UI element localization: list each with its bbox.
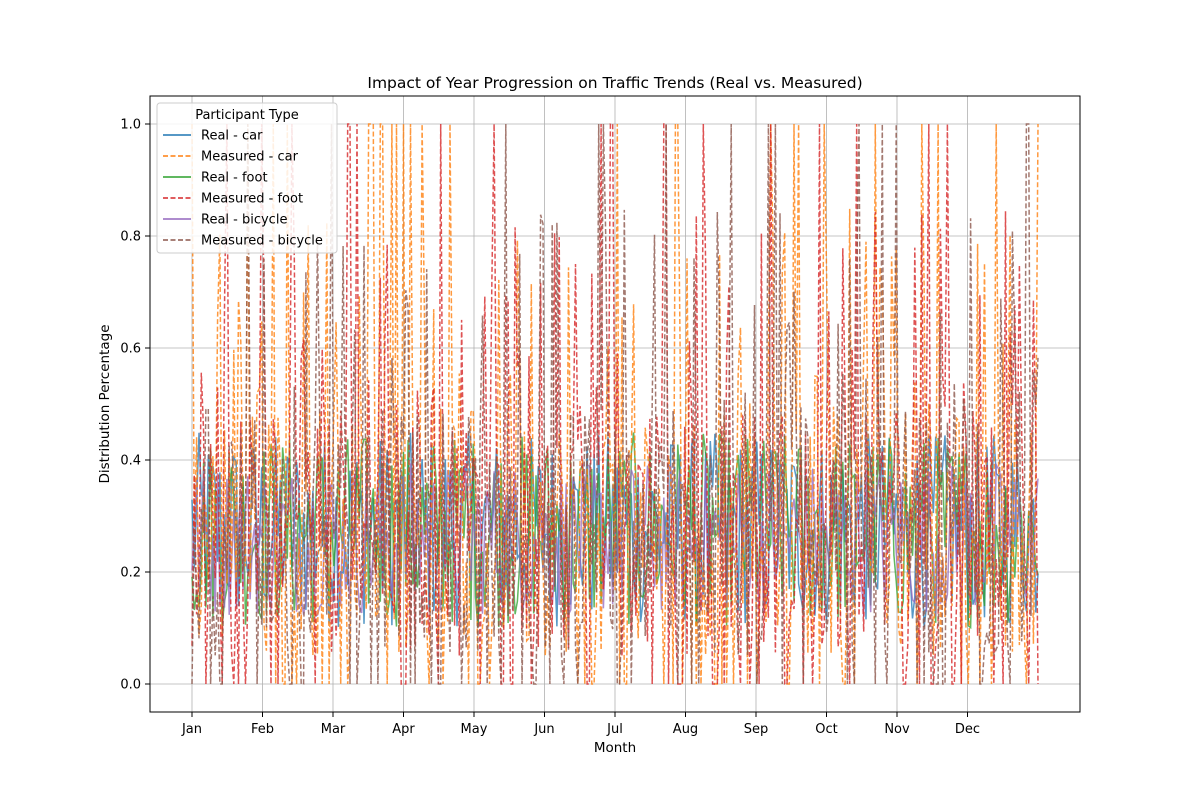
y-tick-label: 1.0	[120, 118, 141, 133]
y-tick-label: 0.0	[120, 678, 141, 693]
x-ticks: Jan Feb Mar Apr May Jun Jul Aug Sep Oct Nov Dec	[181, 712, 980, 737]
y-tick-label: 0.2	[120, 566, 141, 581]
legend-entry: Measured - foot	[201, 192, 303, 207]
x-tick-label: Aug	[673, 722, 698, 737]
x-tick-label: Sep	[744, 722, 769, 737]
legend-entry: Measured - bicycle	[201, 234, 323, 249]
x-tick-label: Feb	[251, 722, 274, 737]
x-tick-label: Jul	[606, 722, 623, 737]
chart-title: Impact of Year Progression on Traffic Tr…	[367, 74, 862, 92]
series-line-measured-bicycle	[191, 123, 1039, 685]
x-tick-label: Jan	[181, 722, 202, 737]
legend-entry: Real - car	[201, 129, 263, 144]
x-tick-label: Mar	[321, 722, 346, 737]
x-tick-label: Dec	[955, 722, 980, 737]
x-tick-label: May	[461, 722, 488, 737]
y-axis-label: Distribution Percentage	[97, 325, 113, 484]
x-tick-label: Oct	[815, 722, 837, 737]
x-axis-label: Month	[594, 740, 636, 756]
y-tick-label: 0.4	[120, 454, 141, 469]
y-tick-label: 0.8	[120, 230, 141, 245]
series-layer	[191, 123, 1039, 685]
legend-entry: Measured - car	[201, 150, 299, 165]
legend-title: Participant Type	[195, 108, 299, 123]
legend-box	[156, 102, 338, 254]
x-tick-label: Nov	[884, 722, 910, 737]
legend-entry: Real - foot	[201, 171, 268, 186]
y-tick-label: 0.6	[120, 342, 141, 357]
legend-entry: Real - bicycle	[201, 213, 287, 228]
y-ticks: 0.0 0.2 0.4 0.6 0.8 1.0	[120, 118, 150, 693]
x-tick-label: Jun	[533, 722, 554, 737]
x-tick-label: Apr	[392, 722, 415, 737]
legend: Participant Type Real - car Measured - ca…	[156, 102, 338, 254]
